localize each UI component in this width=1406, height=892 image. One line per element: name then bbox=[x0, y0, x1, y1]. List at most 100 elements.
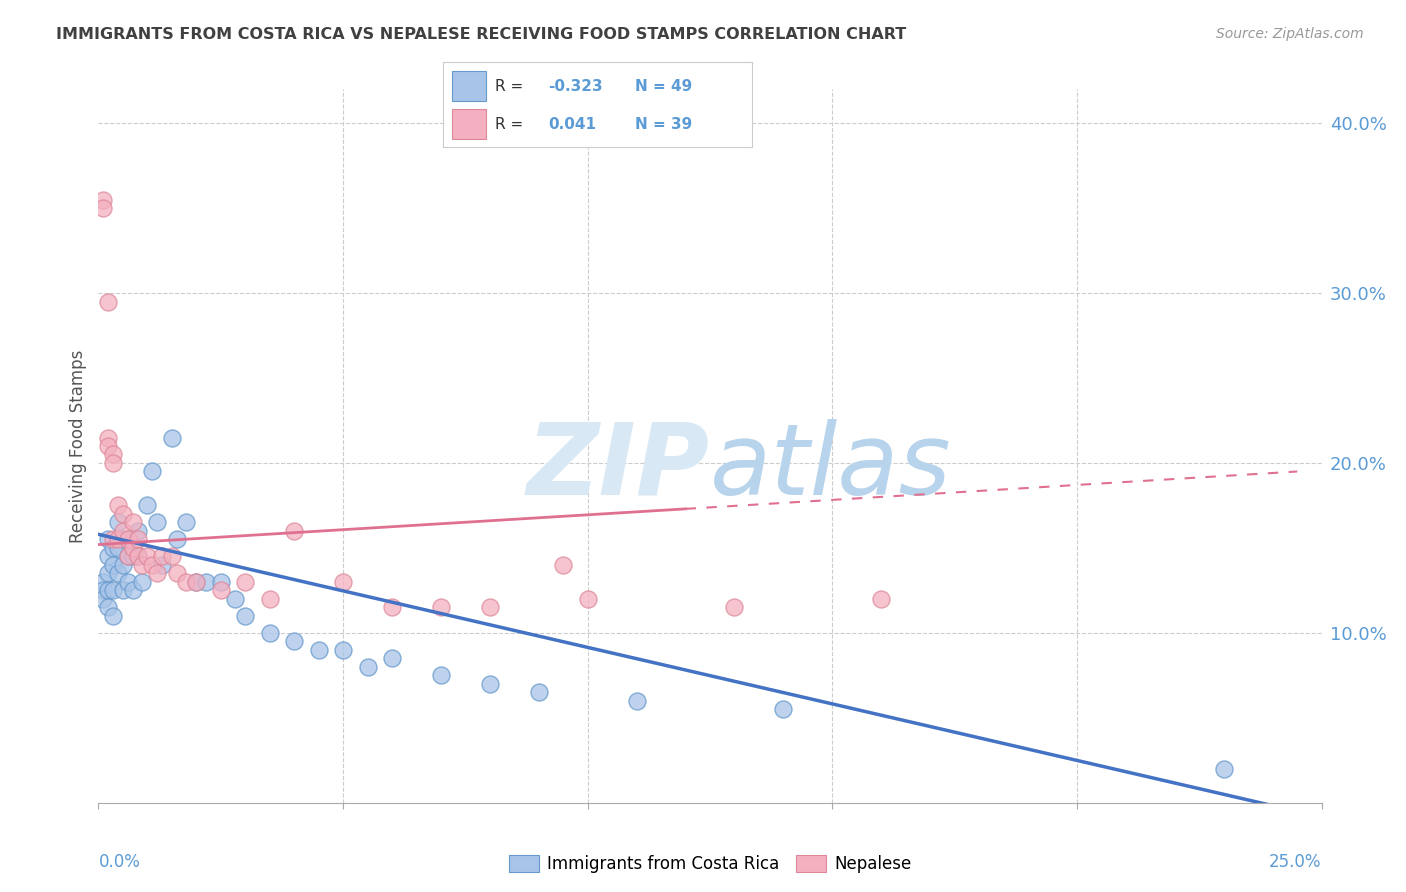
Y-axis label: Receiving Food Stamps: Receiving Food Stamps bbox=[69, 350, 87, 542]
Point bbox=[1212, 762, 1234, 776]
Point bbox=[160, 430, 183, 444]
Point bbox=[97, 533, 120, 547]
Point bbox=[107, 541, 129, 555]
Point bbox=[150, 549, 173, 564]
Point bbox=[91, 201, 114, 215]
Point bbox=[381, 600, 404, 615]
Point bbox=[150, 558, 173, 572]
Point bbox=[101, 533, 124, 547]
Point bbox=[117, 549, 139, 564]
Text: Source: ZipAtlas.com: Source: ZipAtlas.com bbox=[1216, 27, 1364, 41]
Point bbox=[233, 574, 256, 589]
Point bbox=[160, 549, 183, 564]
Point bbox=[111, 524, 134, 538]
Point bbox=[131, 558, 153, 572]
Point bbox=[111, 507, 134, 521]
Text: 0.0%: 0.0% bbox=[98, 853, 141, 871]
Point bbox=[121, 583, 143, 598]
Text: N = 39: N = 39 bbox=[634, 117, 692, 132]
Bar bbox=[453, 71, 486, 101]
Point bbox=[97, 439, 120, 453]
Point bbox=[117, 574, 139, 589]
Text: N = 49: N = 49 bbox=[634, 78, 692, 94]
Text: ZIP: ZIP bbox=[527, 419, 710, 516]
Point bbox=[97, 430, 120, 444]
Point bbox=[127, 549, 149, 564]
Point bbox=[527, 685, 550, 699]
Point bbox=[195, 574, 218, 589]
Point bbox=[127, 549, 149, 564]
Point bbox=[283, 634, 305, 648]
Point bbox=[127, 533, 149, 547]
Point bbox=[97, 566, 120, 581]
Point bbox=[91, 591, 114, 606]
Point bbox=[430, 668, 453, 682]
Point bbox=[283, 524, 305, 538]
Point bbox=[111, 583, 134, 598]
Point bbox=[97, 294, 120, 309]
Point bbox=[121, 516, 143, 530]
Point bbox=[121, 541, 143, 555]
Point bbox=[176, 574, 198, 589]
Point bbox=[259, 626, 281, 640]
Point bbox=[136, 549, 159, 564]
Point bbox=[576, 591, 599, 606]
Text: 0.041: 0.041 bbox=[548, 117, 596, 132]
Point bbox=[146, 566, 169, 581]
Point bbox=[626, 694, 648, 708]
Point bbox=[430, 600, 453, 615]
Legend: Immigrants from Costa Rica, Nepalese: Immigrants from Costa Rica, Nepalese bbox=[502, 848, 918, 880]
Point bbox=[141, 465, 163, 479]
Text: R =: R = bbox=[495, 117, 529, 132]
Point bbox=[117, 533, 139, 547]
Point bbox=[111, 533, 134, 547]
Point bbox=[107, 516, 129, 530]
Point bbox=[101, 541, 124, 555]
Text: atlas: atlas bbox=[710, 419, 952, 516]
Point bbox=[381, 651, 404, 665]
Point bbox=[101, 456, 124, 470]
Point bbox=[141, 558, 163, 572]
Point bbox=[101, 448, 124, 462]
Point bbox=[136, 499, 159, 513]
Point bbox=[224, 591, 246, 606]
Text: 25.0%: 25.0% bbox=[1270, 853, 1322, 871]
Point bbox=[478, 677, 501, 691]
Text: R =: R = bbox=[495, 78, 529, 94]
Point bbox=[356, 660, 378, 674]
Point bbox=[97, 600, 120, 615]
Point bbox=[772, 702, 794, 716]
Point bbox=[209, 583, 232, 598]
Point bbox=[723, 600, 745, 615]
Point bbox=[121, 549, 143, 564]
Point bbox=[870, 591, 893, 606]
Text: -0.323: -0.323 bbox=[548, 78, 603, 94]
Text: IMMIGRANTS FROM COSTA RICA VS NEPALESE RECEIVING FOOD STAMPS CORRELATION CHART: IMMIGRANTS FROM COSTA RICA VS NEPALESE R… bbox=[56, 27, 907, 42]
Point bbox=[97, 549, 120, 564]
Point bbox=[332, 643, 354, 657]
Point bbox=[233, 608, 256, 623]
Point bbox=[209, 574, 232, 589]
Point bbox=[166, 566, 188, 581]
Point bbox=[166, 533, 188, 547]
Point bbox=[107, 533, 129, 547]
Point bbox=[478, 600, 501, 615]
Point bbox=[101, 558, 124, 572]
Point bbox=[127, 524, 149, 538]
Point bbox=[107, 566, 129, 581]
Point bbox=[259, 591, 281, 606]
Point bbox=[176, 516, 198, 530]
Point bbox=[308, 643, 330, 657]
Point bbox=[91, 574, 114, 589]
Point bbox=[332, 574, 354, 589]
Point bbox=[186, 574, 208, 589]
Point bbox=[101, 583, 124, 598]
Point bbox=[101, 608, 124, 623]
Point bbox=[117, 549, 139, 564]
Point bbox=[91, 193, 114, 207]
Point bbox=[146, 516, 169, 530]
Point bbox=[97, 583, 120, 598]
Bar bbox=[453, 109, 486, 139]
Point bbox=[111, 558, 134, 572]
Point bbox=[131, 574, 153, 589]
